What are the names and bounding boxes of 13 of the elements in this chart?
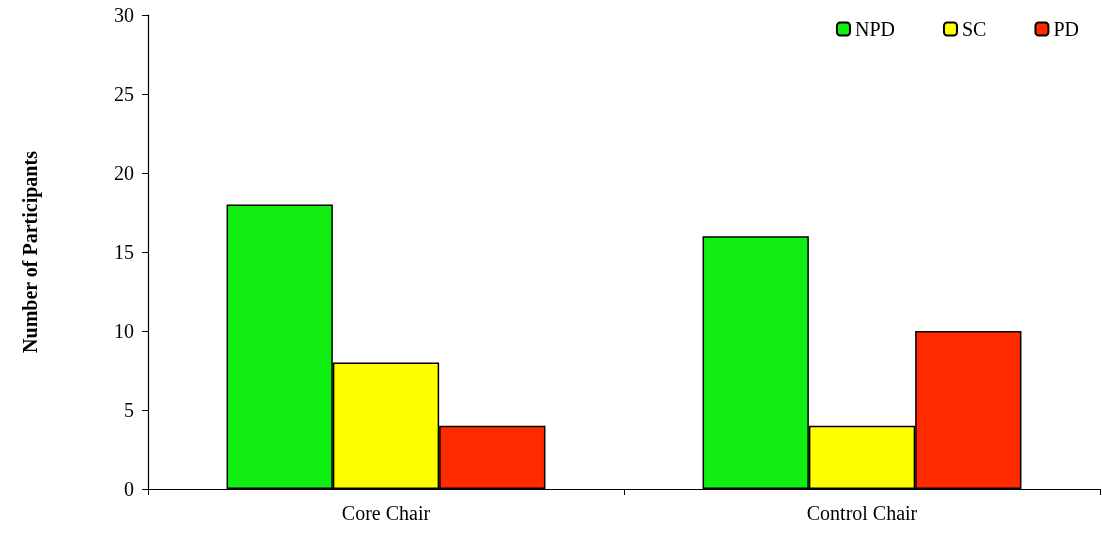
y-tick-label: 30	[114, 4, 134, 26]
y-tick-label: 25	[114, 83, 134, 105]
legend-label: NPD	[854, 18, 895, 40]
y-tick-label: 5	[124, 399, 134, 421]
y-tick-label: 0	[124, 478, 134, 500]
x-tick-label: Core Chair	[341, 502, 431, 524]
x-tick-label: Control Chair	[806, 502, 918, 524]
y-tick-label: 20	[114, 162, 134, 184]
y-tick-label: 15	[114, 241, 134, 263]
y-axis-title: Number of Participants	[19, 150, 42, 353]
legend-label: SC	[961, 18, 987, 40]
y-tick-label: 10	[114, 320, 134, 342]
legend-label: PD	[1053, 18, 1080, 40]
